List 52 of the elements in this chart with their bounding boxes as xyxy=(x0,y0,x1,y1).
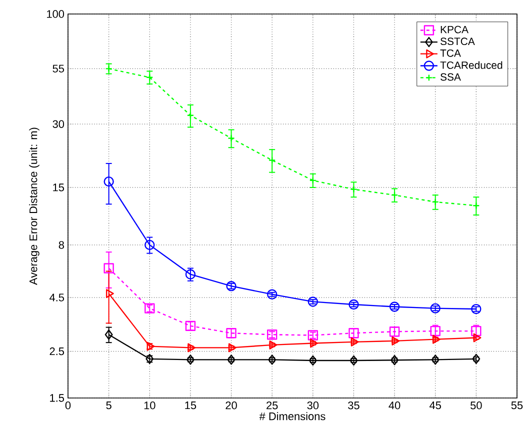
x-tick-label: 35 xyxy=(348,402,360,410)
x-tick-label: 30 xyxy=(307,402,319,410)
y-tick-label: 100 xyxy=(47,10,64,18)
point xyxy=(188,343,196,352)
x-tick-label: 45 xyxy=(430,402,441,410)
point xyxy=(431,354,440,365)
point xyxy=(104,176,114,187)
point xyxy=(390,192,398,199)
point xyxy=(390,355,399,366)
point xyxy=(146,74,154,81)
y-tick-label: 8 xyxy=(58,241,64,249)
point xyxy=(471,304,482,314)
point xyxy=(309,176,316,184)
point xyxy=(144,240,155,250)
point xyxy=(186,354,194,365)
x-tick-label: 50 xyxy=(470,402,482,410)
point xyxy=(308,296,318,307)
x-tick-label: 10 xyxy=(144,402,156,410)
x-tick-label: 55 xyxy=(511,402,523,410)
point xyxy=(308,355,317,366)
y-tick-label: 1.5 xyxy=(50,394,64,402)
point xyxy=(389,302,400,312)
y-axis-title: Average Error Distance (unit: m) xyxy=(29,128,40,285)
point xyxy=(105,65,112,72)
point xyxy=(432,198,439,206)
x-tick-label: 20 xyxy=(226,402,237,410)
point xyxy=(269,340,278,350)
x-axis-title: # Dimensions xyxy=(259,412,326,420)
y-tick-label: 55 xyxy=(52,64,64,72)
legend-label: SSA xyxy=(440,73,461,81)
x-tick-label: 5 xyxy=(106,402,112,410)
x-tick-label: 15 xyxy=(185,402,196,410)
x-tick-label: 25 xyxy=(266,402,278,410)
legend-label: TCA xyxy=(440,49,461,57)
legend-label: TCAReduced xyxy=(440,61,502,69)
y-tick-label: 15 xyxy=(53,184,64,192)
point xyxy=(267,289,278,300)
x-tick-label: 0 xyxy=(65,402,71,410)
point xyxy=(430,303,440,314)
legend-label: KPCA xyxy=(440,26,468,34)
point xyxy=(228,343,236,352)
x-tick-label: 40 xyxy=(388,402,400,410)
y-tick-label: 2.5 xyxy=(50,347,64,356)
point xyxy=(348,299,359,310)
point xyxy=(104,330,113,340)
y-tick-label: 4.5 xyxy=(49,294,64,302)
y-tick-label: 30 xyxy=(52,120,64,128)
legend-label: SSTCA xyxy=(440,38,475,46)
point xyxy=(227,354,236,365)
point xyxy=(268,354,276,365)
point xyxy=(472,354,480,364)
point xyxy=(350,355,358,366)
